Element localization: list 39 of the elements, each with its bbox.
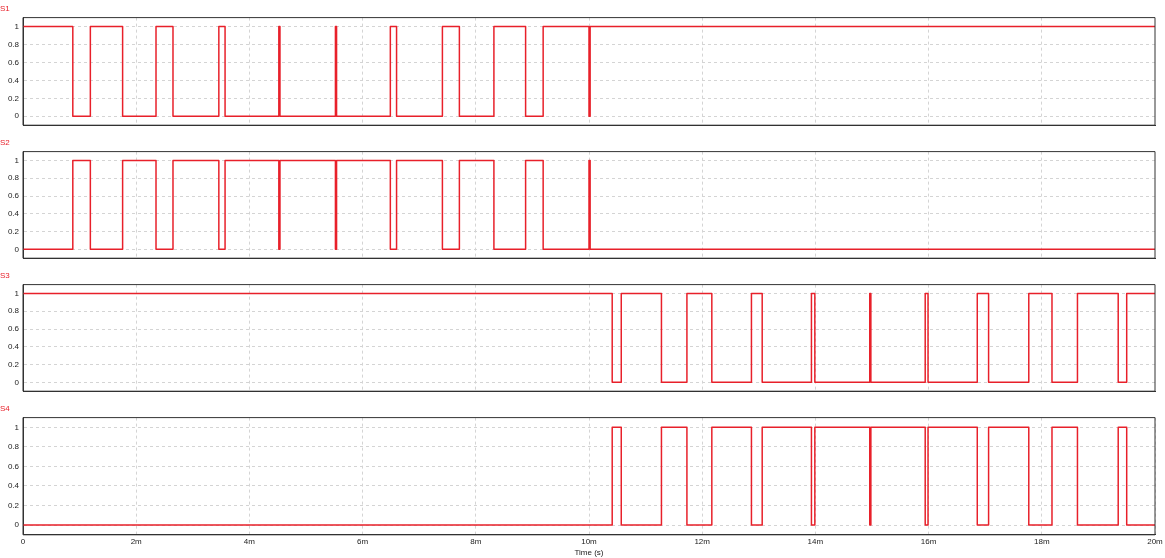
y-tick-label: 0 xyxy=(14,520,20,530)
chart-title: S3 xyxy=(0,271,11,280)
x-tick-label: 14m xyxy=(807,536,824,546)
y-tick-label: 0.2 xyxy=(7,359,20,369)
x-tick-label: 8m xyxy=(470,536,482,546)
y-tick-label: 1 xyxy=(14,155,20,165)
y-tick-label: 0.8 xyxy=(7,306,20,316)
y-tick-label: 0.2 xyxy=(7,226,20,236)
y-tick-label: 0.6 xyxy=(7,57,20,67)
y-tick-label: 1 xyxy=(14,21,20,31)
y-tick-label: 0 xyxy=(14,377,20,387)
y-tick-label: 0.4 xyxy=(7,208,20,218)
x-tick-label: 18m xyxy=(1034,536,1050,546)
y-tick-label: 0.8 xyxy=(7,39,20,49)
y-tick-label: 0.6 xyxy=(7,324,20,334)
x-tick-label: 12m xyxy=(694,536,711,546)
y-tick-label: 0.2 xyxy=(7,500,20,510)
y-tick-label: 1 xyxy=(14,422,20,432)
x-tick-label: 20m xyxy=(1147,536,1164,546)
x-tick-label: 4m xyxy=(243,536,256,546)
y-tick-label: 0 xyxy=(14,111,20,121)
y-tick-label: 0.8 xyxy=(7,173,20,183)
y-tick-label: 0.4 xyxy=(7,481,20,491)
x-tick-label: 2m xyxy=(130,536,143,546)
chart-title: S2 xyxy=(0,138,11,147)
y-tick-label: 0.4 xyxy=(7,75,20,85)
y-tick-label: 0.4 xyxy=(7,341,20,351)
x-tick-label: 10m xyxy=(581,536,598,546)
chart-title: S4 xyxy=(0,404,11,413)
y-tick-label: 0.6 xyxy=(7,461,20,471)
chart-title: S1 xyxy=(0,4,11,13)
x-tick-label: 16m xyxy=(920,536,937,546)
x-tick-label: 6m xyxy=(357,536,369,546)
y-tick-label: 0 xyxy=(14,244,20,254)
y-tick-label: 0.6 xyxy=(7,191,20,201)
y-tick-label: 0.8 xyxy=(7,442,20,452)
y-tick-label: 1 xyxy=(14,288,20,298)
y-tick-label: 0.2 xyxy=(7,93,20,103)
x-axis-title: Time (s) xyxy=(574,548,604,558)
